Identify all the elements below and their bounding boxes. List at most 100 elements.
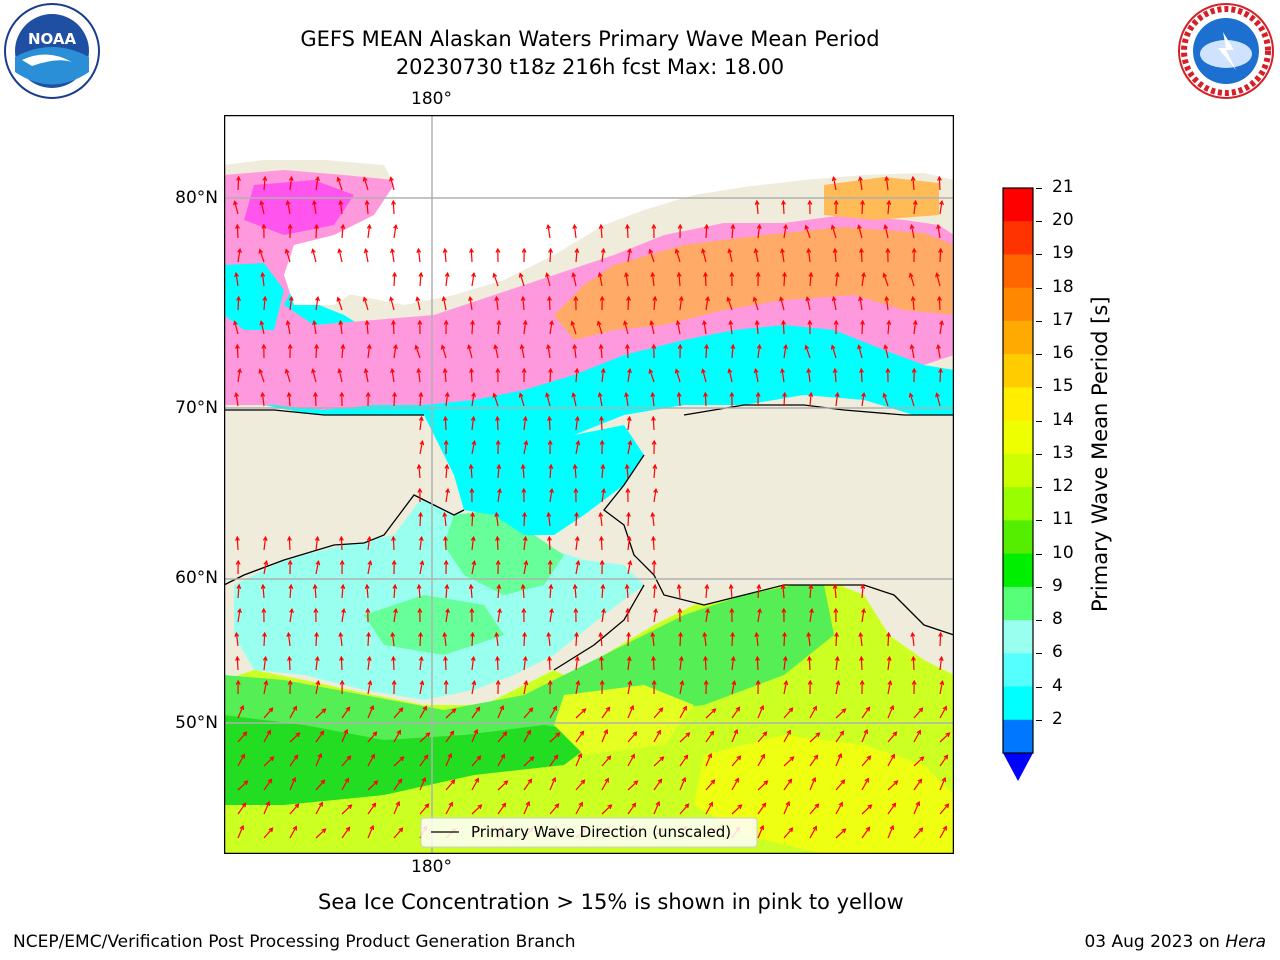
wave-arrow-head [520, 463, 526, 469]
wave-arrow-head [729, 271, 735, 277]
colorbar-tick-label: 17 [1052, 309, 1074, 330]
wave-arrow-head [755, 655, 760, 661]
wave-arrow-head [650, 511, 656, 518]
wave-arrow [887, 803, 896, 815]
wave-arrow [757, 609, 761, 623]
wave-arrow-head [521, 367, 527, 373]
wave-arrow-head [727, 248, 733, 254]
wave-arrow [599, 513, 603, 527]
wave-arrow-head [650, 271, 656, 278]
wave-arrow [471, 681, 476, 695]
wave-arrow-head [941, 776, 947, 783]
wave-arrow-head [575, 679, 581, 686]
wave-arrow [523, 537, 527, 551]
wave-arrow-head [756, 223, 762, 230]
wave-arrow-head [578, 801, 583, 807]
wave-arrow [731, 707, 740, 719]
map-gridlines [225, 116, 953, 853]
wave-arrow [364, 249, 369, 263]
wave-arrow-head [575, 439, 581, 446]
wave-arrow [627, 512, 630, 527]
wave-arrow [444, 248, 447, 263]
wave-arrow-head [596, 320, 602, 326]
wave-arrow [939, 681, 944, 695]
wave-arrow [237, 584, 240, 599]
wave-arrow [235, 633, 239, 647]
wave-arrow [861, 707, 870, 719]
wave-arrow-head [704, 223, 709, 229]
wave-arrow-head [548, 247, 553, 253]
wave-arrow [782, 200, 785, 215]
wave-arrow-head [287, 559, 293, 565]
wave-arrow [363, 297, 369, 311]
nws-logo [1176, 2, 1276, 100]
colorbar-tick-mark [1036, 420, 1042, 422]
wave-arrow-head [651, 535, 656, 541]
wave-arrow [704, 656, 707, 671]
wave-arrow-head [418, 535, 424, 542]
wave-arrow-head [392, 391, 397, 397]
wave-arrow-head [314, 655, 320, 662]
wave-arrow [783, 827, 793, 839]
wave-arrow [883, 393, 889, 407]
wave-arrow-head [865, 826, 871, 832]
colorbar-tick-mark [1036, 653, 1042, 655]
wave-arrow [315, 224, 318, 239]
wave-arrow [549, 321, 553, 335]
colorbar-tick-mark [1036, 387, 1042, 389]
wave-arrow [757, 345, 761, 359]
wave-arrow [913, 756, 924, 767]
wave-arrow-head [727, 368, 733, 374]
wave-arrow-head [782, 631, 787, 637]
wave-arrow [496, 416, 499, 431]
wave-arrow-head [782, 655, 788, 662]
wave-arrow [783, 345, 787, 359]
wave-arrow [445, 489, 449, 503]
wave-arrow [315, 708, 326, 719]
wave-arrow-head [286, 391, 292, 397]
wave-arrow [600, 416, 603, 431]
wave-arrow [287, 633, 291, 647]
wave-arrow-head [632, 731, 638, 737]
wave-arrow-head [889, 824, 895, 831]
wave-arrow-head [448, 801, 453, 807]
wave-arrow [755, 633, 759, 647]
wave-arrow [548, 656, 551, 671]
wave-arrow-head [861, 607, 866, 614]
wave-arrow-head [867, 804, 873, 810]
wave-arrow-head [494, 295, 500, 302]
wave-arrow-head [701, 368, 706, 374]
wave-arrow-head [909, 223, 915, 230]
wave-arrow [753, 297, 759, 311]
wave-arrow [702, 369, 707, 383]
wave-arrow [341, 707, 350, 719]
wave-arrow-head [651, 415, 656, 421]
wave-arrow [445, 731, 454, 743]
wave-arrow [731, 681, 736, 695]
wave-arrow-head [834, 271, 840, 278]
wave-arrow [523, 441, 528, 455]
wave-arrow [341, 609, 345, 623]
wave-arrow-head [399, 756, 405, 762]
wave-arrow [262, 584, 265, 599]
wave-arrow-head [859, 655, 864, 661]
wave-arrow [546, 393, 551, 407]
wave-arrow-head [444, 271, 450, 278]
wave-arrow [419, 441, 424, 455]
wave-arrow-head [495, 559, 501, 565]
wave-arrow-head [547, 679, 553, 685]
wave-arrow [834, 248, 837, 263]
wave-arrow-head [471, 271, 476, 278]
wave-arrow-head [807, 655, 812, 661]
wave-arrow-head [548, 583, 554, 589]
wave-arrow [237, 754, 245, 767]
wave-arrow-head [267, 778, 273, 784]
wave-arrow-head [470, 511, 475, 517]
wave-arrow [913, 827, 923, 839]
wave-arrow [341, 804, 352, 815]
wave-arrow-head [362, 296, 368, 302]
wave-arrow-head [833, 319, 839, 325]
wave-arrow-head [737, 804, 743, 810]
wave-arrow-head [337, 368, 343, 374]
colorbar-tick-mark [1036, 188, 1042, 189]
